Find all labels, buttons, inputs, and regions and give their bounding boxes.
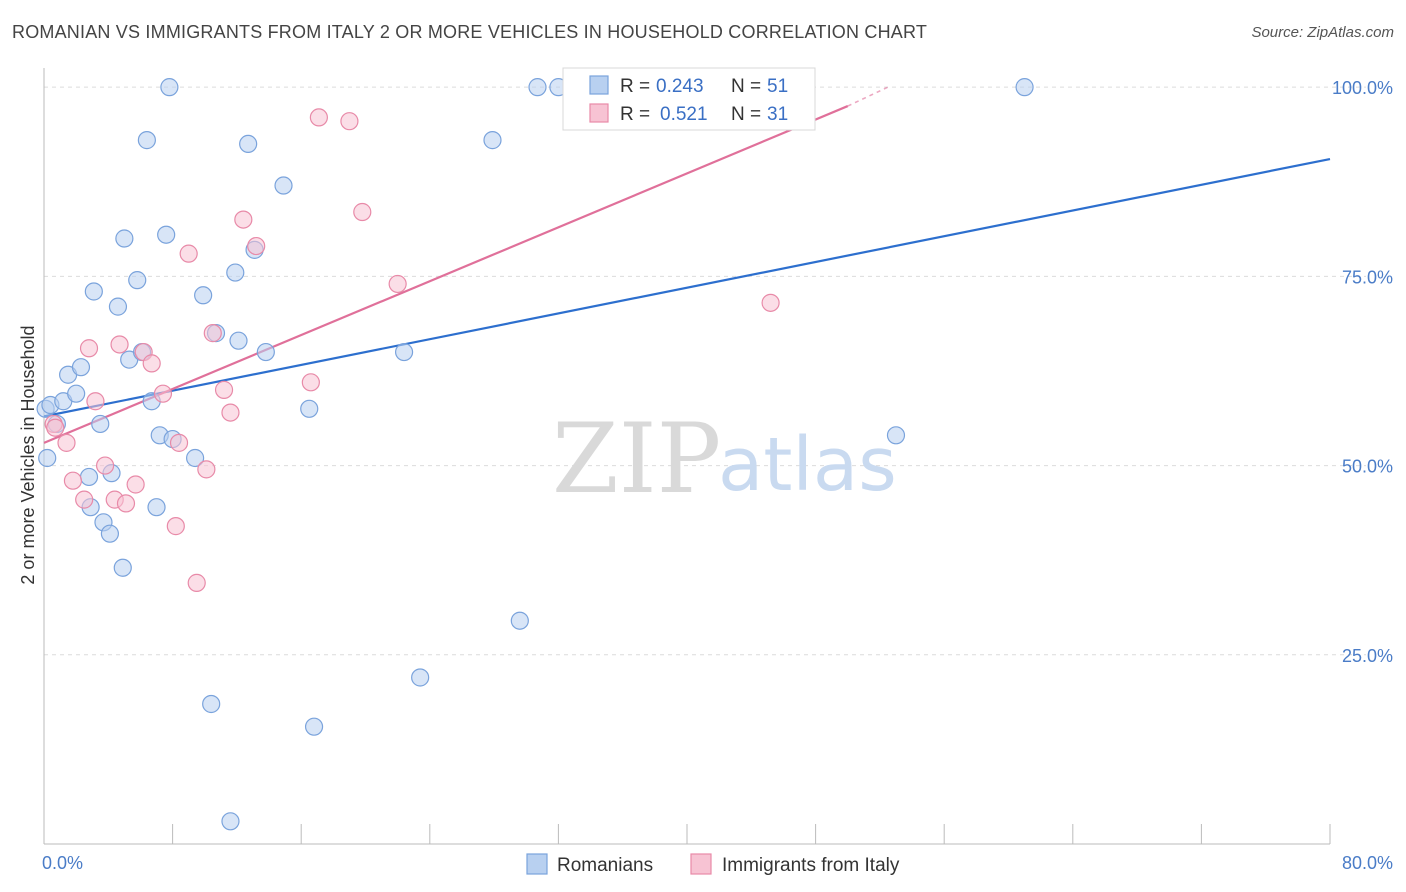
point-blue-34 xyxy=(229,331,248,350)
point-pink-11 xyxy=(126,475,145,494)
point-blue-13 xyxy=(100,524,120,543)
point-blue-15 xyxy=(108,297,128,316)
point-blue-16 xyxy=(113,558,132,577)
x-tick-label-1: 80.0% xyxy=(1342,853,1393,873)
watermark-zip: ZIP xyxy=(552,403,721,515)
point-blue-47 xyxy=(886,426,906,445)
grid-lines xyxy=(44,86,1366,656)
point-blue-8 xyxy=(79,467,99,487)
point-pink-10 xyxy=(116,494,136,513)
point-pink-22 xyxy=(221,403,240,422)
point-blue-25 xyxy=(157,225,176,244)
legend-r-label-1: R = xyxy=(620,76,650,97)
point-pink-14 xyxy=(153,384,173,403)
point-blue-26 xyxy=(160,78,179,97)
point-pink-9 xyxy=(110,335,129,354)
data-points xyxy=(36,78,1034,831)
point-pink-20 xyxy=(203,324,222,343)
legend-n-label-1: N = xyxy=(731,76,761,97)
trend-line-extension-pink xyxy=(847,86,889,107)
point-pink-30 xyxy=(761,293,780,312)
watermark-atlas: atlas xyxy=(718,422,897,508)
bottom-legend-label-italy: Immigrants from Italy xyxy=(722,855,900,876)
point-blue-28 xyxy=(186,448,205,468)
point-pink-5 xyxy=(79,339,99,358)
point-blue-21 xyxy=(137,131,156,150)
point-pink-6 xyxy=(86,392,105,411)
legend-n-label-2: N = xyxy=(731,104,761,125)
point-blue-37 xyxy=(256,342,275,362)
point-pink-24 xyxy=(247,236,266,256)
point-pink-27 xyxy=(340,112,359,131)
point-pink-7 xyxy=(95,456,115,475)
point-blue-40 xyxy=(304,717,324,736)
point-pink-4 xyxy=(75,490,94,509)
y-tick-label-3: 100.0% xyxy=(1332,78,1393,98)
y-tick-label-2: 75.0% xyxy=(1342,267,1393,287)
point-blue-35 xyxy=(239,134,258,154)
point-pink-19 xyxy=(197,460,216,479)
point-blue-30 xyxy=(202,694,221,714)
point-pink-28 xyxy=(353,202,372,222)
point-pink-1 xyxy=(46,418,65,437)
point-blue-7 xyxy=(71,358,91,377)
bottom-legend-label-romanians: Romanians xyxy=(557,855,653,876)
point-pink-16 xyxy=(169,433,189,452)
point-pink-15 xyxy=(166,517,185,536)
bottom-legend-swatch-italy xyxy=(690,853,712,875)
bottom-legend: Romanians Immigrants from Italy xyxy=(526,853,900,876)
point-blue-33 xyxy=(226,263,245,282)
bottom-legend-swatch-romanians xyxy=(526,853,548,875)
point-blue-43 xyxy=(483,131,502,150)
legend-r-value-1: 0.243 xyxy=(656,76,704,97)
point-pink-2 xyxy=(57,433,76,452)
trend-line-blue xyxy=(43,157,1331,418)
point-blue-48 xyxy=(1015,78,1034,97)
y-tick-label-0: 25.0% xyxy=(1342,646,1393,666)
point-pink-26 xyxy=(309,108,328,127)
trend-line-pink xyxy=(43,105,849,444)
point-pink-29 xyxy=(388,274,407,294)
point-blue-44 xyxy=(510,611,529,630)
y-axis-label: 2 or more Vehicles in Household xyxy=(18,325,38,584)
legend: R = 0.243 N = 51 R = 0.521 N = 31 xyxy=(562,67,816,131)
watermark: ZIP atlas xyxy=(552,403,897,515)
point-pink-17 xyxy=(179,244,198,263)
point-blue-10 xyxy=(84,282,103,301)
point-blue-45 xyxy=(528,78,547,97)
point-blue-32 xyxy=(221,812,240,831)
legend-r-label-2: R = xyxy=(620,104,650,125)
point-pink-3 xyxy=(63,471,83,490)
point-blue-19 xyxy=(128,271,147,290)
point-blue-23 xyxy=(147,498,166,517)
point-pink-23 xyxy=(234,210,253,229)
chart-title: ROMANIAN VS IMMIGRANTS FROM ITALY 2 OR M… xyxy=(12,22,928,42)
point-blue-39 xyxy=(300,399,319,418)
point-pink-18 xyxy=(187,573,206,592)
point-blue-6 xyxy=(67,384,86,403)
point-blue-38 xyxy=(274,176,293,195)
point-blue-17 xyxy=(115,229,134,248)
legend-n-value-2: 31 xyxy=(767,104,788,125)
tick-labels: 25.0% 50.0% 75.0% 100.0% 0.0% 80.0% xyxy=(42,78,1393,873)
point-blue-41 xyxy=(394,342,414,362)
point-pink-21 xyxy=(214,380,234,399)
point-blue-29 xyxy=(194,286,213,305)
legend-swatch-romanians xyxy=(589,75,609,95)
point-blue-11 xyxy=(91,414,110,434)
legend-r-value-2: 0.521 xyxy=(660,104,708,125)
point-blue-42 xyxy=(411,668,430,687)
point-pink-25 xyxy=(301,373,320,392)
source-label: Source: ZipAtlas.com xyxy=(1251,24,1394,41)
point-blue-1 xyxy=(38,448,57,468)
x-tick-label-0: 0.0% xyxy=(42,853,83,873)
point-pink-13 xyxy=(142,354,161,373)
legend-swatch-italy xyxy=(589,103,609,123)
legend-n-value-1: 51 xyxy=(767,76,788,97)
y-tick-label-1: 50.0% xyxy=(1342,457,1393,477)
trend-lines xyxy=(43,86,1331,444)
